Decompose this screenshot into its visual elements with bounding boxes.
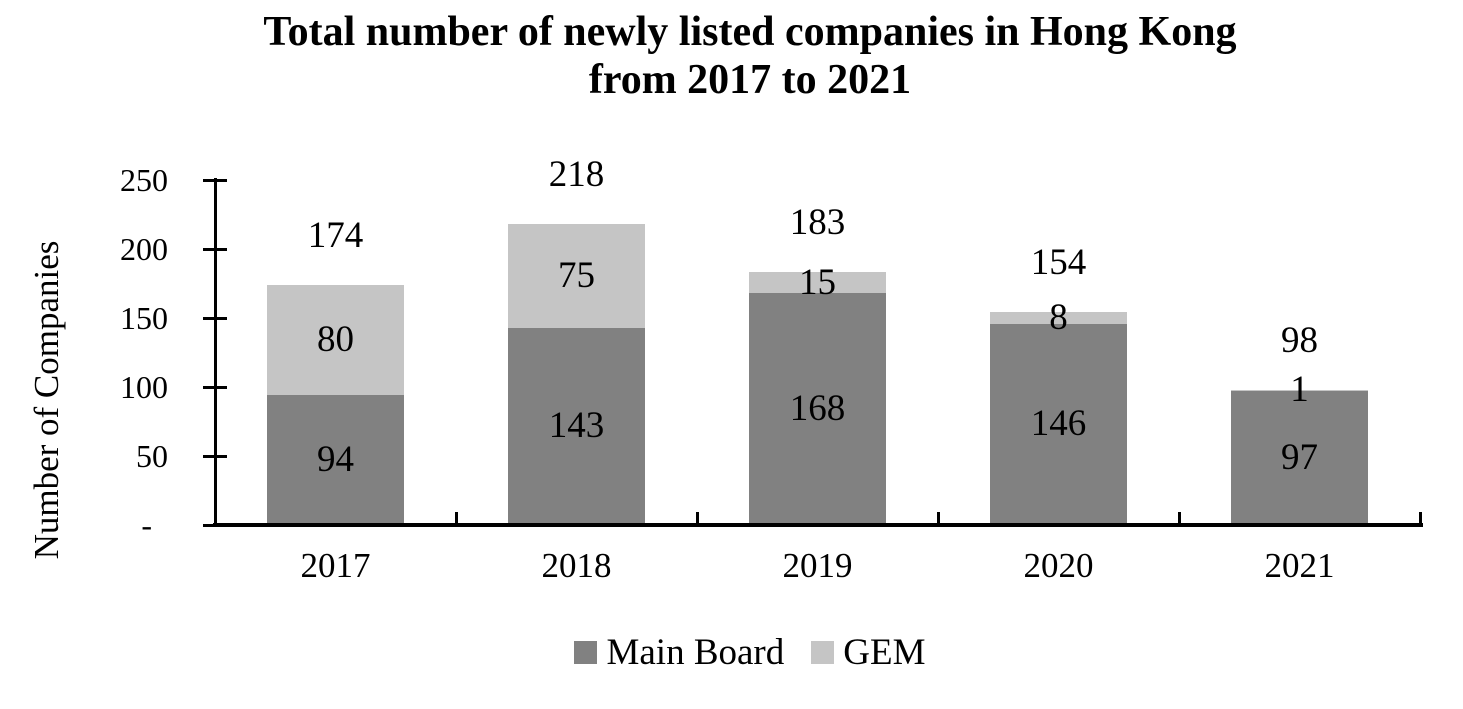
bar-segment-gem xyxy=(990,312,1127,324)
y-tick-label: 150 xyxy=(120,300,168,336)
segment-value-label-gem: 15 xyxy=(799,261,836,303)
y-tick-mark xyxy=(203,385,227,389)
segment-value-label-gem: 80 xyxy=(317,319,354,361)
total-value-label: 154 xyxy=(1030,242,1087,284)
segment-value-label-main-board: 94 xyxy=(317,439,354,481)
bar-segment-main-board xyxy=(1231,391,1368,525)
total-value-label: 98 xyxy=(1281,319,1318,361)
chart-title: Total number of newly listed companies i… xyxy=(215,8,1285,104)
segment-value-label-main-board: 97 xyxy=(1281,437,1318,479)
chart-title-line1: Total number of newly listed companies i… xyxy=(263,9,1237,55)
y-tick-label: 100 xyxy=(120,369,168,405)
bar-segment-main-board xyxy=(508,327,645,525)
segment-value-label-gem: 8 xyxy=(1049,297,1068,338)
y-tick-label: 200 xyxy=(120,231,168,267)
bar-segment-gem xyxy=(508,224,645,328)
segment-value-label-gem: 75 xyxy=(558,254,595,296)
x-category-label: 2017 xyxy=(300,546,371,585)
x-category-label: 2018 xyxy=(541,546,612,585)
x-tick-mark xyxy=(936,512,940,527)
legend-item: GEM xyxy=(811,632,926,673)
x-category-label: 2020 xyxy=(1023,546,1094,585)
x-tick-mark xyxy=(454,512,458,527)
chart-legend: Main Board GEM xyxy=(215,634,1285,671)
y-tick-mark xyxy=(203,247,227,251)
segment-value-label-main-board: 143 xyxy=(548,405,605,447)
legend-item: Main Board xyxy=(574,634,784,671)
chart-title-line2: from 2017 to 2021 xyxy=(588,57,912,103)
total-value-label: 183 xyxy=(789,202,846,244)
bar-segment-main-board xyxy=(749,293,886,525)
y-axis-line xyxy=(214,178,217,527)
y-tick-mark xyxy=(203,523,227,527)
y-tick-mark xyxy=(203,316,227,320)
x-axis-line xyxy=(213,523,1423,527)
segment-value-label-main-board: 146 xyxy=(1030,403,1087,445)
y-tick-label: - xyxy=(141,507,152,543)
bar-segment-main-board xyxy=(267,395,404,525)
bar-segment-gem xyxy=(267,284,404,396)
x-tick-mark xyxy=(1177,512,1181,527)
total-value-label: 174 xyxy=(307,214,364,256)
legend-label: GEM xyxy=(843,632,926,673)
segment-value-label-gem: 1 xyxy=(1290,369,1309,411)
bar-segment-gem xyxy=(749,272,886,294)
y-tick-mark xyxy=(203,178,227,182)
bar-segment-main-board xyxy=(990,323,1127,525)
legend-swatch-gem xyxy=(811,641,835,664)
legend-swatch-main-board xyxy=(574,641,598,664)
x-tick-mark xyxy=(695,512,699,527)
x-category-label: 2019 xyxy=(782,546,853,585)
y-tick-label: 50 xyxy=(136,438,168,474)
y-tick-label: 250 xyxy=(120,162,168,198)
segment-value-label-main-board: 168 xyxy=(789,388,846,430)
legend-label: Main Board xyxy=(606,632,785,673)
bar-segment-gem xyxy=(1231,389,1368,392)
x-tick-mark xyxy=(1418,512,1422,527)
total-value-label: 218 xyxy=(548,154,605,196)
y-tick-mark xyxy=(203,454,227,458)
x-category-label: 2021 xyxy=(1264,546,1335,585)
